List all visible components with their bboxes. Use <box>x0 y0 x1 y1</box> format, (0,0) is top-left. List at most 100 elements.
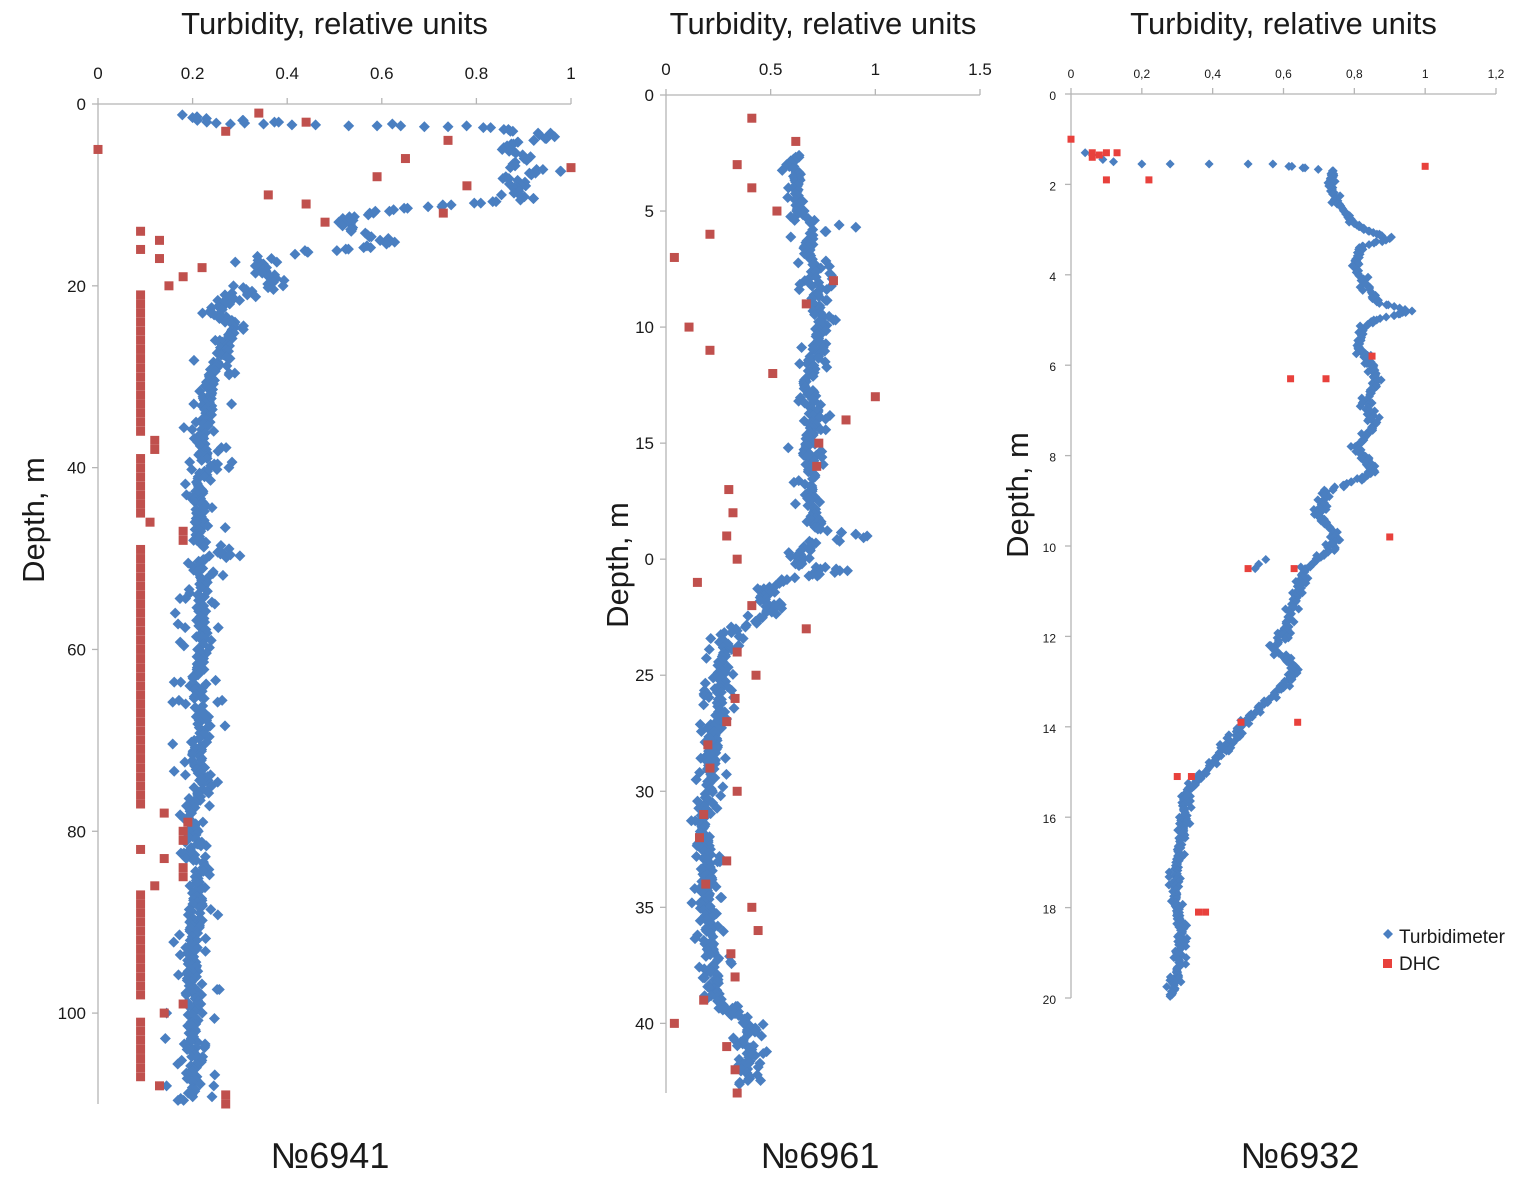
turbidimeter-point <box>830 314 842 326</box>
turbidimeter-point <box>198 693 210 705</box>
turbidimeter-point <box>742 1074 754 1086</box>
x-tick-label: 1 <box>566 64 575 83</box>
turbidimeter-point <box>167 738 179 750</box>
turbidimeter-point <box>212 622 224 634</box>
dhc-point <box>136 899 146 909</box>
turbidimeter-point <box>528 193 540 205</box>
x-tick-label: 0 <box>1068 67 1075 81</box>
turbidimeter-point <box>793 560 805 572</box>
turbidimeter-point <box>212 696 224 708</box>
turbidimeter-point <box>180 593 192 605</box>
series-dhc <box>93 108 576 1109</box>
turbidimeter-point <box>794 358 806 370</box>
well-label: №6941 <box>271 1135 390 1176</box>
dhc-point <box>438 208 448 218</box>
y-tick-label: 14 <box>1043 722 1057 736</box>
turbidimeter-point <box>737 632 749 644</box>
dhc-point <box>828 276 838 286</box>
turbidimeter-point <box>850 528 862 540</box>
turbidimeter-point <box>199 1042 211 1054</box>
dhc-point <box>751 670 761 680</box>
turbidimeter-point <box>820 424 832 436</box>
turbidimeter-point <box>212 909 224 921</box>
turbidimeter-point <box>342 243 354 255</box>
turbidimeter-point <box>1363 416 1373 426</box>
legend: Turbidimeter DHC <box>1383 927 1506 975</box>
turbidimeter-point <box>180 989 192 1001</box>
x-tick-label: 1,2 <box>1488 67 1505 81</box>
turbidimeter-point <box>742 610 754 622</box>
dhc-point <box>136 963 146 973</box>
turbidimeter-point <box>539 133 551 145</box>
turbidimeter-point <box>728 702 740 714</box>
dhc-point <box>1287 375 1295 383</box>
dhc-point <box>1244 565 1252 573</box>
dhc-point <box>136 1017 146 1027</box>
turbidimeter-point <box>1377 237 1387 247</box>
turbidimeter-point <box>371 120 383 132</box>
y-tick-label: 5 <box>645 202 654 221</box>
turbidimeter-point <box>495 189 507 201</box>
dhc-point <box>136 581 146 591</box>
turbidimeter-point <box>809 309 821 321</box>
dhc-point <box>728 508 738 518</box>
turbidimeter-point <box>337 220 349 232</box>
turbidimeter-point <box>1269 650 1279 660</box>
dhc-point <box>136 726 146 736</box>
dhc-point <box>136 544 146 554</box>
dhc-point <box>747 601 757 611</box>
x-tick-label: 1 <box>1422 67 1429 81</box>
dhc-point <box>443 135 453 145</box>
turbidimeter-point <box>1328 485 1338 495</box>
dhc-point <box>732 647 742 657</box>
turbidimeter-point <box>422 201 434 213</box>
turbidimeter-point <box>485 122 497 134</box>
dhc-point <box>154 1081 164 1091</box>
turbidimeter-point <box>219 720 231 732</box>
dhc-point <box>747 902 757 912</box>
y-tick-label: 40 <box>635 1014 654 1033</box>
turbidimeter-point <box>841 565 853 577</box>
turbidimeter-point <box>727 668 739 680</box>
dhc-point <box>136 1054 146 1064</box>
dhc-point <box>136 844 146 854</box>
x-tick-label: 1 <box>871 60 880 79</box>
y-tick-label: 2 <box>1049 179 1056 193</box>
turbidimeter-point <box>179 756 191 768</box>
turbidimeter-point <box>331 245 343 257</box>
y-tick-label: 20 <box>67 277 86 296</box>
dhc-point <box>136 344 146 354</box>
turbidimeter-point <box>836 526 848 538</box>
turbidimeter-point <box>186 463 198 475</box>
dhc-point <box>178 999 188 1009</box>
x-tick-label: 0,8 <box>1346 67 1363 81</box>
turbidimeter-point <box>789 214 801 226</box>
turbidimeter-point <box>1374 298 1384 308</box>
turbidimeter-point <box>176 109 188 121</box>
dhc-point <box>136 326 146 336</box>
turbidimeter-point <box>179 769 191 781</box>
dhc-point <box>221 1099 231 1109</box>
turbidimeter-point <box>699 972 711 984</box>
turbidimeter-point <box>725 627 737 639</box>
turbidimeter-point <box>234 294 246 306</box>
dhc-point <box>1145 176 1153 184</box>
turbidimeter-point <box>1255 707 1265 717</box>
turbidimeter-point <box>196 978 208 990</box>
turbidimeter-point <box>1339 482 1349 492</box>
dhc-point <box>136 463 146 473</box>
dhc-point <box>136 490 146 500</box>
y-tick-label: 6 <box>1049 360 1056 374</box>
dhc-point <box>722 856 732 866</box>
turbidimeter-point <box>703 643 715 655</box>
turbidimeter-point <box>226 398 238 410</box>
y-tick-label: 0 <box>77 95 86 114</box>
dhc-point <box>320 217 330 227</box>
turbidimeter-point <box>461 120 473 132</box>
turbidimeter-point <box>508 187 520 199</box>
dhc-point <box>136 708 146 718</box>
turbidimeter-point <box>178 1094 190 1106</box>
dhc-point <box>136 626 146 636</box>
turbidimeter-point <box>715 790 727 802</box>
